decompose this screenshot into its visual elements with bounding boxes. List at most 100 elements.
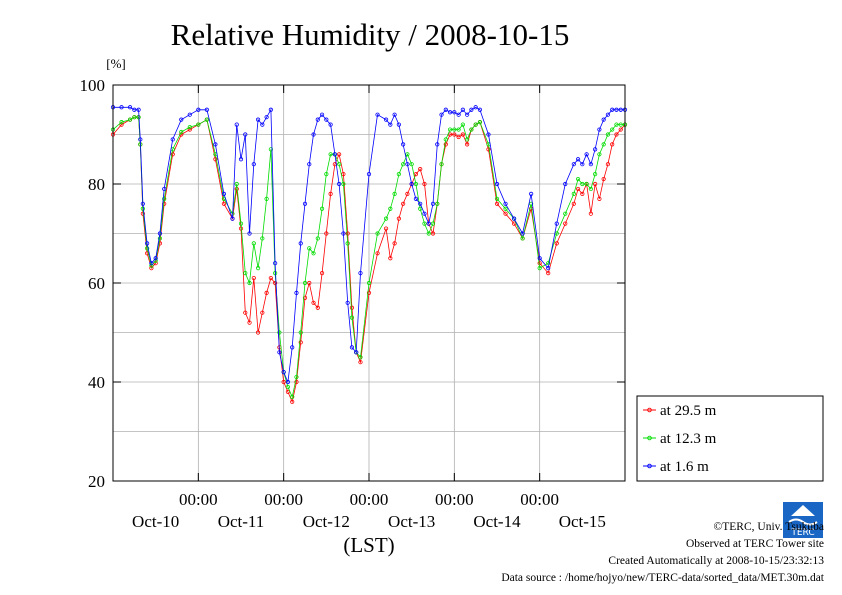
data-point	[494, 201, 500, 206]
y-tick-label: 80	[88, 175, 105, 194]
data-point	[383, 117, 389, 122]
data-point	[187, 127, 192, 132]
legend-swatch-marker	[647, 407, 652, 413]
data-point	[401, 162, 406, 167]
data-point	[247, 280, 252, 286]
data-point	[145, 241, 150, 246]
data-point	[614, 122, 619, 127]
data-point	[345, 241, 350, 246]
data-point	[328, 152, 333, 157]
data-point	[281, 369, 286, 375]
data-point	[580, 162, 585, 167]
data-point	[413, 196, 419, 201]
data-point	[119, 120, 124, 125]
data-point	[358, 355, 363, 360]
data-point	[435, 142, 440, 147]
data-point	[456, 112, 461, 117]
data-point	[264, 290, 269, 295]
data-point	[337, 181, 342, 187]
data-point	[260, 236, 265, 241]
data-point	[618, 107, 623, 112]
data-point	[345, 231, 350, 236]
data-point	[294, 374, 299, 380]
data-point	[426, 231, 431, 236]
data-point	[614, 107, 619, 112]
data-point	[204, 117, 209, 122]
data-point	[571, 191, 576, 196]
data-point	[494, 181, 500, 187]
data-point	[503, 201, 508, 206]
data-point	[358, 270, 363, 276]
data-point	[375, 112, 380, 117]
data-point	[405, 152, 410, 157]
data-point	[268, 147, 273, 152]
data-point	[584, 152, 589, 157]
data-point	[341, 231, 346, 236]
data-point	[439, 162, 444, 167]
data-point	[597, 152, 602, 157]
data-point	[251, 275, 256, 281]
data-point	[439, 112, 444, 117]
data-point	[298, 330, 303, 335]
data-point	[546, 266, 551, 271]
data-point	[473, 105, 478, 110]
data-point	[430, 231, 436, 236]
data-point	[238, 221, 244, 226]
credit-created: Created Automatically at 2008-10-15/23:3…	[608, 555, 824, 567]
data-point	[456, 127, 461, 132]
data-point	[447, 127, 453, 132]
data-point	[281, 379, 286, 385]
data-point	[179, 117, 184, 122]
data-point	[430, 221, 436, 226]
data-point	[473, 122, 478, 127]
data-point	[136, 107, 141, 112]
data-point	[324, 117, 329, 122]
data-point	[332, 152, 337, 157]
data-point	[307, 246, 312, 251]
data-point	[311, 300, 316, 305]
data-point	[290, 394, 295, 399]
data-point	[537, 256, 542, 261]
data-point	[460, 122, 465, 127]
legend-box	[636, 395, 824, 482]
data-point	[503, 206, 508, 211]
data-point	[260, 310, 265, 315]
data-point	[456, 134, 461, 140]
x-day-label: Oct-15	[559, 512, 606, 531]
data-point	[149, 261, 154, 266]
data-point	[422, 221, 427, 226]
data-point	[328, 122, 333, 127]
data-point	[418, 167, 423, 172]
data-point	[392, 112, 397, 117]
data-point	[465, 137, 470, 142]
data-point	[418, 201, 423, 206]
data-point	[580, 191, 585, 196]
data-point	[157, 231, 163, 236]
x-day-label: Oct-13	[388, 512, 435, 531]
legend-swatch-marker	[647, 463, 652, 469]
data-point	[396, 122, 401, 127]
data-point	[563, 181, 568, 187]
data-point	[298, 340, 303, 345]
data-point	[260, 122, 265, 127]
data-point	[345, 300, 350, 305]
data-point	[588, 162, 593, 167]
data-point	[537, 266, 542, 271]
data-point	[366, 290, 372, 295]
data-point	[213, 157, 218, 162]
data-point	[234, 122, 239, 127]
data-point	[324, 231, 329, 236]
y-tick-label: 20	[88, 472, 105, 491]
data-point	[162, 196, 167, 201]
data-point	[264, 115, 269, 120]
data-point	[575, 176, 581, 182]
data-point	[375, 251, 380, 256]
data-point	[268, 107, 273, 112]
data-point	[255, 330, 261, 335]
data-point	[337, 162, 342, 167]
data-point	[443, 142, 448, 147]
data-point	[238, 157, 244, 162]
data-point	[422, 211, 427, 216]
data-point	[341, 181, 346, 187]
data-point	[132, 107, 137, 112]
